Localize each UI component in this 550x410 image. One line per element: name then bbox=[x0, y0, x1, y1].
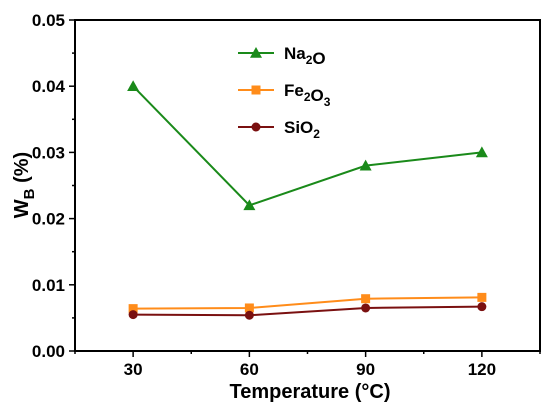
x-axis-title: Temperature (°C) bbox=[230, 381, 391, 403]
data-point bbox=[477, 302, 487, 312]
y-tick-label: 0.02 bbox=[32, 210, 65, 229]
series-fe2o3 bbox=[128, 292, 487, 314]
series-na2o bbox=[127, 80, 488, 211]
data-point bbox=[128, 304, 138, 314]
x-tick-label: 90 bbox=[356, 360, 375, 379]
data-point bbox=[128, 310, 138, 320]
legend-label: SiO2 bbox=[284, 118, 320, 141]
legend-item: SiO2 bbox=[238, 118, 320, 141]
y-tick-label: 0.04 bbox=[32, 77, 66, 96]
data-point bbox=[361, 294, 371, 304]
legend-marker bbox=[251, 122, 261, 132]
data-point bbox=[127, 80, 140, 91]
data-point bbox=[244, 303, 254, 313]
series-line bbox=[133, 305, 482, 317]
legend-label: Na2O bbox=[284, 44, 326, 68]
data-point bbox=[359, 159, 372, 171]
legend-marker bbox=[250, 47, 262, 58]
x-tick-label: 120 bbox=[468, 360, 496, 379]
y-tick-label: 0.05 bbox=[32, 11, 65, 30]
data-point bbox=[477, 292, 487, 302]
data-point bbox=[475, 146, 488, 158]
x-tick-label: 60 bbox=[240, 360, 259, 379]
series-line bbox=[132, 85, 482, 207]
series-line bbox=[133, 296, 482, 310]
data-point bbox=[244, 310, 254, 320]
series-sio2 bbox=[128, 302, 487, 320]
series-layer bbox=[127, 80, 488, 320]
legend: Na2O Fe2O3 SiO2 bbox=[238, 44, 331, 141]
y-axis-title: WB (%) bbox=[11, 152, 38, 218]
y-tick-label: 0.03 bbox=[32, 143, 65, 162]
data-point bbox=[243, 199, 256, 211]
legend-marker bbox=[251, 85, 261, 95]
y-tick-label: 0.01 bbox=[32, 276, 65, 295]
legend-item: Na2O bbox=[238, 44, 326, 68]
legend-item: Fe2O3 bbox=[238, 81, 331, 109]
data-point bbox=[361, 303, 371, 313]
x-tick-label: 30 bbox=[124, 360, 143, 379]
legend-label: Fe2O3 bbox=[284, 81, 331, 109]
ticks: 0.00 0.01 0.02 0.03 0.04 0.05 30 60 90 120 bbox=[32, 11, 541, 379]
y-tick-label: 0.00 bbox=[32, 342, 65, 361]
